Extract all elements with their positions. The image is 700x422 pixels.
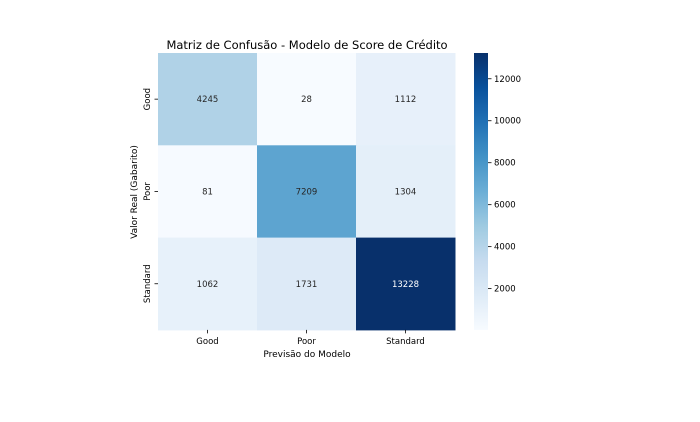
y-axis-ticks: Good Poor Standard: [143, 88, 158, 303]
heatmap-cell: [356, 237, 456, 331]
cell-value-label: 1062: [197, 280, 219, 290]
heatmap-cell: [158, 53, 258, 146]
cell-value-label: 28: [301, 95, 312, 105]
colorbar-tick-label: 2000: [494, 285, 516, 295]
heatmap-cell-labels: 4245 28 1112 81 7209 1304 1062 1731 13228: [197, 95, 419, 290]
cell-value-label: 1112: [395, 95, 417, 105]
colorbar-tick-label: 6000: [494, 201, 516, 211]
colorbar-tick-label: 8000: [494, 159, 516, 169]
heatmap-cell: [356, 53, 456, 146]
x-tick-label: Poor: [297, 337, 316, 347]
colorbar-tick-label: 10000: [494, 117, 521, 127]
heatmap-cell: [158, 145, 258, 239]
x-tick-label: Standard: [386, 337, 425, 347]
y-axis-label: Valor Real (Gabarito): [130, 145, 140, 239]
heatmap-cell: [257, 53, 357, 146]
x-axis-ticks: Good Poor Standard: [196, 329, 425, 347]
chart-title: Matriz de Confusão - Modelo de Score de …: [166, 38, 447, 52]
heatmap-cells: [158, 53, 456, 331]
cell-value-label: 81: [202, 187, 213, 197]
y-tick-label: Standard: [143, 264, 153, 303]
heatmap-cell: [356, 145, 456, 239]
heatmap-cell: [158, 237, 258, 331]
colorbar: [474, 53, 488, 330]
y-tick-label: Good: [143, 88, 153, 110]
cell-value-label: 7209: [296, 187, 318, 197]
cell-value-label: 4245: [197, 95, 219, 105]
cell-value-label: 1731: [296, 280, 318, 290]
y-tick-label: Poor: [143, 182, 153, 201]
cell-value-label: 13228: [392, 280, 419, 290]
x-axis-label: Previsão do Modelo: [263, 350, 351, 360]
cell-value-label: 1304: [395, 187, 417, 197]
x-tick-label: Good: [196, 337, 218, 347]
heatmap-cell: [257, 237, 357, 331]
colorbar-tick-label: 12000: [494, 75, 521, 85]
colorbar-ticks: 2000 4000 6000 8000 10000 12000: [488, 75, 521, 295]
heatmap-cell: [257, 145, 357, 239]
colorbar-tick-label: 4000: [494, 243, 516, 253]
